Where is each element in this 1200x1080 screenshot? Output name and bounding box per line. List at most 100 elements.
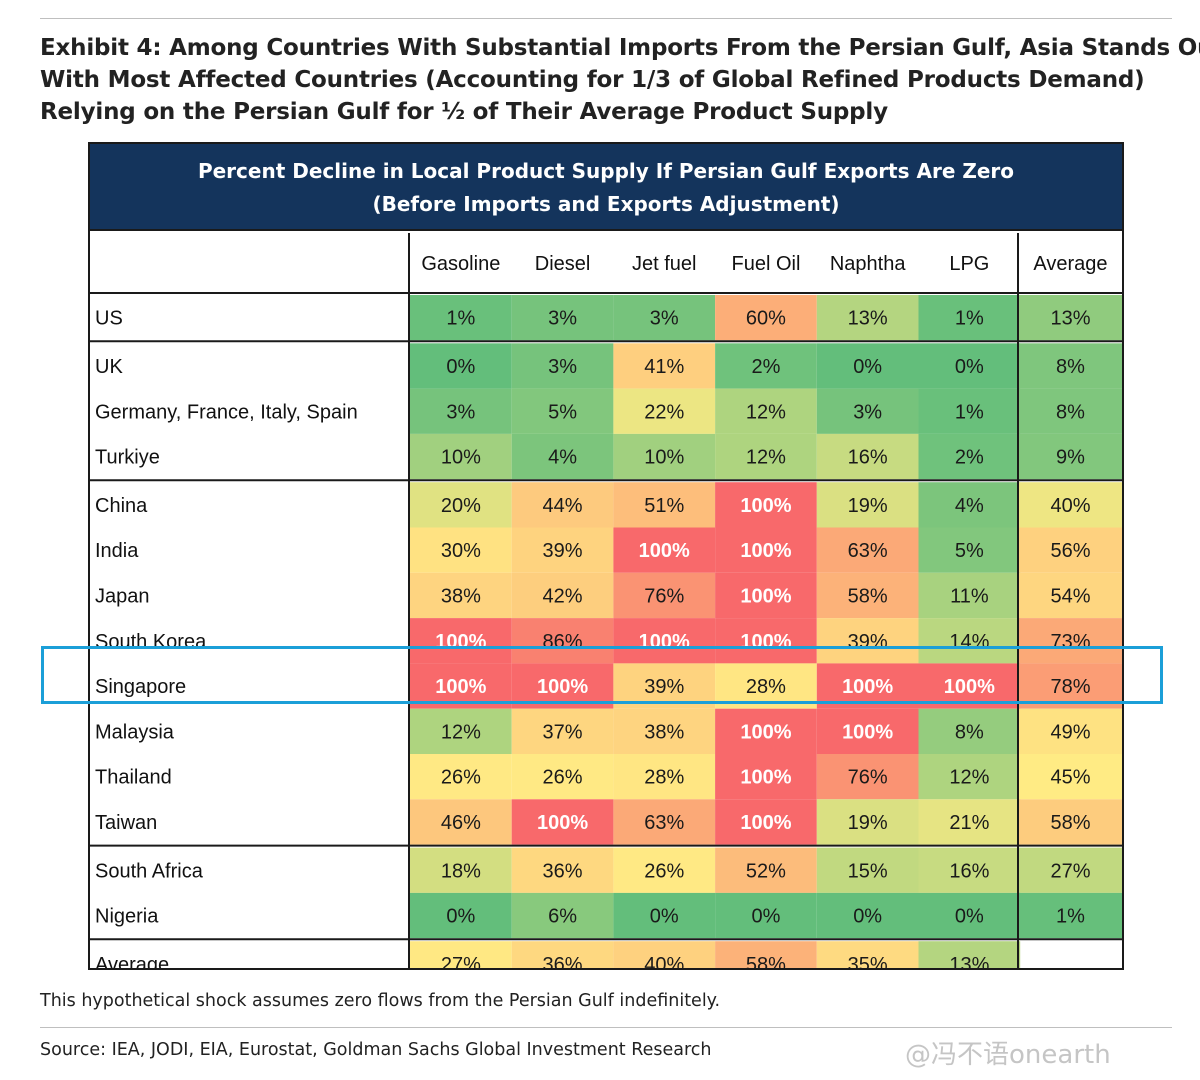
row-label-uk: UK — [95, 356, 123, 378]
cell-nigeria-naphtha — [816, 892, 919, 939]
cell-germany-france-italy-spain-diesel — [511, 388, 614, 434]
cell-us-lpg — [918, 295, 1021, 341]
value-us-average: 13% — [1050, 308, 1090, 330]
footnote: This hypothetical shock assumes zero flo… — [40, 991, 721, 1011]
cell-taiwan-naphtha — [816, 799, 919, 845]
value-nigeria-jet-fuel: 0% — [650, 906, 679, 928]
value-nigeria-naphtha: 0% — [853, 906, 882, 928]
cell-nigeria-average — [1019, 892, 1122, 939]
value-south-africa-lpg: 16% — [949, 860, 989, 882]
value-average-naphtha: 35% — [848, 954, 888, 968]
value-us-fuel-oil: 60% — [746, 308, 786, 330]
cell-india-diesel — [511, 527, 614, 573]
cell-india-average — [1019, 527, 1122, 573]
cell-nigeria-lpg — [918, 892, 1021, 939]
cell-turkiye-average — [1019, 433, 1122, 480]
cell-china-average — [1019, 482, 1122, 528]
value-average-jet-fuel: 40% — [644, 954, 684, 968]
value-turkiye-naphtha: 16% — [848, 447, 888, 469]
row-label-average: Average — [95, 954, 169, 968]
value-malaysia-average: 49% — [1050, 721, 1090, 743]
cell-uk-lpg — [918, 343, 1021, 389]
table-header-band: Percent Decline in Local Product Supply … — [90, 144, 1122, 231]
value-nigeria-diesel: 6% — [548, 906, 577, 928]
value-nigeria-gasoline: 0% — [446, 906, 475, 928]
value-turkiye-gasoline: 10% — [441, 447, 481, 469]
value-us-naphtha: 13% — [848, 308, 888, 330]
cell-uk-gasoline — [410, 343, 512, 389]
value-thailand-diesel: 26% — [543, 767, 583, 789]
value-japan-fuel-oil: 100% — [740, 585, 791, 607]
cell-germany-france-italy-spain-fuel-oil — [715, 388, 817, 434]
value-nigeria-average: 1% — [1056, 906, 1085, 928]
value-japan-diesel: 42% — [543, 585, 583, 607]
watermark-logo: @冯不语onearth — [905, 1040, 1111, 1070]
bottom-rule — [40, 1027, 1172, 1028]
value-taiwan-lpg: 21% — [949, 812, 989, 834]
cell-turkiye-lpg — [918, 433, 1021, 480]
table-grid: Gasoline Diesel Jet fuel Fuel Oil Naphtha LPG… — [90, 233, 1122, 968]
column-header-diesel: Diesel — [535, 253, 591, 275]
cell-average-gasoline — [410, 941, 512, 968]
cell-malaysia-average — [1019, 708, 1122, 754]
cell-germany-france-italy-spain-average — [1019, 388, 1122, 434]
value-singapore-naphtha: 100% — [842, 676, 893, 698]
column-header-naphtha: Naphtha — [830, 253, 906, 275]
row-label-germany-france-italy-spain: Germany, France, Italy, Spain — [95, 401, 358, 423]
cell-thailand-jet-fuel — [613, 754, 716, 800]
cell-uk-fuel-oil — [715, 343, 817, 389]
cell-india-fuel-oil — [715, 527, 817, 573]
value-china-fuel-oil: 100% — [740, 495, 791, 517]
row-label-nigeria: Nigeria — [95, 906, 159, 928]
cell-average-lpg — [918, 941, 1021, 968]
cell-nigeria-gasoline — [410, 892, 512, 939]
cell-taiwan-gasoline — [410, 799, 512, 845]
cell-china-diesel — [511, 482, 614, 528]
value-china-lpg: 4% — [955, 495, 984, 517]
cell-germany-france-italy-spain-gasoline — [410, 388, 512, 434]
value-thailand-fuel-oil: 100% — [740, 767, 791, 789]
value-china-jet-fuel: 51% — [644, 495, 684, 517]
value-turkiye-fuel-oil: 12% — [746, 447, 786, 469]
value-japan-jet-fuel: 76% — [644, 585, 684, 607]
cell-nigeria-fuel-oil — [715, 892, 817, 939]
value-germany-france-italy-spain-jet-fuel: 22% — [644, 401, 684, 423]
value-singapore-lpg: 100% — [944, 676, 995, 698]
value-germany-france-italy-spain-fuel-oil: 12% — [746, 401, 786, 423]
singapore-highlight-outline — [41, 646, 1163, 704]
cell-nigeria-diesel — [511, 892, 614, 939]
cell-south-africa-naphtha — [816, 847, 919, 893]
value-turkiye-jet-fuel: 10% — [644, 447, 684, 469]
cell-us-jet-fuel — [613, 295, 716, 341]
cell-turkiye-jet-fuel — [613, 433, 716, 480]
cell-taiwan-jet-fuel — [613, 799, 716, 845]
row-label-south-africa: South Africa — [95, 860, 204, 882]
value-singapore-diesel: 100% — [537, 676, 588, 698]
value-average-fuel-oil: 58% — [746, 954, 786, 968]
cell-china-naphtha — [816, 482, 919, 528]
value-germany-france-italy-spain-lpg: 1% — [955, 401, 984, 423]
value-singapore-gasoline: 100% — [435, 676, 486, 698]
value-south-africa-naphtha: 15% — [848, 860, 888, 882]
value-nigeria-fuel-oil: 0% — [751, 906, 780, 928]
value-india-gasoline: 30% — [441, 540, 481, 562]
value-china-gasoline: 20% — [441, 495, 481, 517]
cell-japan-naphtha — [816, 572, 919, 619]
value-taiwan-diesel: 100% — [537, 812, 588, 834]
row-label-taiwan: Taiwan — [95, 812, 157, 834]
column-header-fuel-oil: Fuel Oil — [731, 253, 800, 275]
value-india-diesel: 39% — [543, 540, 583, 562]
value-south-africa-fuel-oil: 52% — [746, 860, 786, 882]
value-malaysia-naphtha: 100% — [842, 721, 893, 743]
value-taiwan-average: 58% — [1050, 812, 1090, 834]
value-india-naphtha: 63% — [848, 540, 888, 562]
value-thailand-average: 45% — [1050, 767, 1090, 789]
cell-south-korea-naphtha — [816, 618, 919, 664]
cell-china-fuel-oil — [715, 482, 817, 528]
cell-taiwan-lpg — [918, 799, 1021, 845]
cell-turkiye-diesel — [511, 433, 614, 480]
cell-turkiye-gasoline — [410, 433, 512, 480]
cell-south-africa-average — [1019, 847, 1122, 893]
value-thailand-lpg: 12% — [949, 767, 989, 789]
cell-south-korea-diesel — [511, 618, 614, 664]
